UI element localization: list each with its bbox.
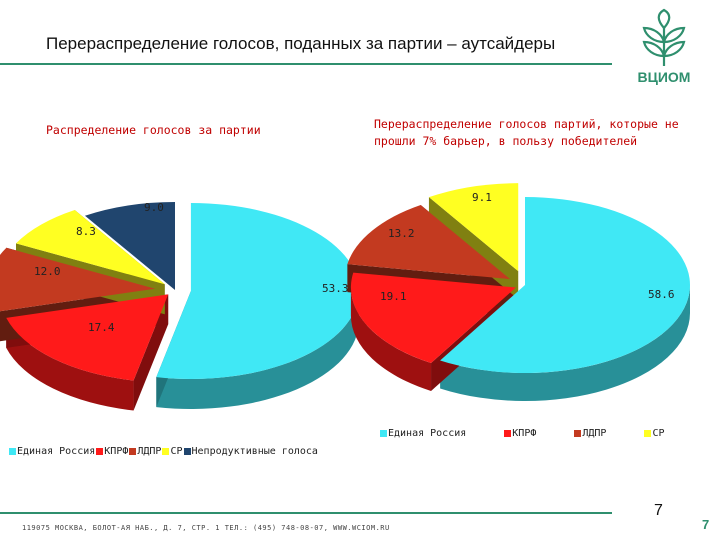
legend-label: ЛДПР <box>137 446 162 457</box>
slice-side-1 <box>156 290 359 409</box>
legend-item: КПРФ <box>96 446 128 457</box>
pie-2: 58.6 19.1 13.2 9.1 <box>347 183 690 402</box>
legend-label: КПРФ <box>104 446 129 457</box>
data-label-4: 9.1 <box>472 191 492 204</box>
slice-1 <box>156 202 359 379</box>
legend-swatch <box>9 448 16 455</box>
slice-4 <box>15 210 165 285</box>
legend-label: Единая Россия <box>17 446 96 457</box>
data-label-1: 58.6 <box>648 288 675 301</box>
slice-2 <box>350 272 516 363</box>
slice-1 <box>440 197 690 373</box>
wciom-logo: ВЦИОМ <box>624 8 704 88</box>
legend-swatch <box>644 430 652 437</box>
legend-swatch <box>504 430 512 437</box>
footer-address: 119075 МОСКВА, БОЛОТ-АЯ НАБ., Д. 7, СТР.… <box>22 524 390 532</box>
left-chart-title: Распределение голосов за партии <box>46 123 261 137</box>
legend-swatch <box>162 448 170 455</box>
slice-side-2 <box>6 317 134 411</box>
legend-item: КПРФ <box>504 428 536 439</box>
legend-label: ЛДПР <box>582 428 607 439</box>
right-chart-legend: Единая Россия КПРФ ЛДПР СР <box>380 428 703 439</box>
slice-5 <box>84 202 175 290</box>
slide-title: Перераспределение голосов, поданных за п… <box>46 34 556 53</box>
legend-swatch <box>96 448 104 455</box>
legend-swatch <box>183 448 191 455</box>
page-number-corner: 7 <box>702 517 710 532</box>
slice-4 <box>428 183 519 272</box>
legend-label: Непродуктивные голоса <box>191 446 318 457</box>
legend-swatch <box>574 430 582 437</box>
data-label-5: 9.0 <box>144 201 164 214</box>
pie-1: 53.3 17.4 12.0 8.3 9.0 <box>0 201 359 411</box>
data-label-2: 19.1 <box>380 290 407 303</box>
legend-label: СР <box>652 428 665 439</box>
right-chart-title: Перераспределение голосов партий, которы… <box>374 117 679 148</box>
page-number: 7 <box>654 502 663 519</box>
data-label-1: 53.3 <box>322 282 349 295</box>
legend-item: Непродуктивные голоса <box>183 446 318 457</box>
data-label-2: 17.4 <box>88 321 115 334</box>
legend-item: Единая Россия <box>9 446 95 457</box>
slice-3 <box>0 247 156 312</box>
data-label-4: 8.3 <box>76 225 96 238</box>
logo-wordmark: ВЦИОМ <box>638 69 691 85</box>
legend-item: СР <box>162 446 183 457</box>
footer-divider <box>0 512 612 514</box>
legend-item: ЛДПР <box>129 446 161 457</box>
slice-2 <box>6 294 169 381</box>
data-label-3: 12.0 <box>34 265 61 278</box>
title-divider <box>0 63 612 65</box>
legend-item: ЛДПР <box>574 428 606 439</box>
slice-3 <box>347 205 510 280</box>
legend-label: КПРФ <box>512 428 537 439</box>
slice-side-1 <box>440 285 690 402</box>
left-chart-legend: Единая Россия КПРФ ЛДПР СР Непродуктивные го… <box>9 446 319 457</box>
legend-item: СР <box>644 428 665 439</box>
legend-label: Единая Россия <box>388 428 467 439</box>
legend-swatch <box>380 430 387 437</box>
slice-side-2 <box>350 287 432 391</box>
data-label-3: 13.2 <box>388 227 415 240</box>
legend-label: СР <box>170 446 183 457</box>
legend-swatch <box>129 448 137 455</box>
legend-item: Единая Россия <box>380 428 466 439</box>
